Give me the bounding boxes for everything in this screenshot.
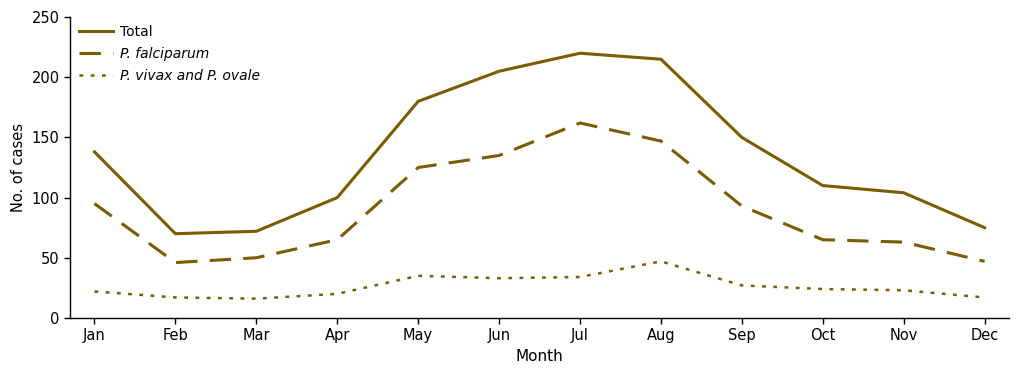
P. falciparum xyxy=(977,259,989,264)
P. vivax and P. ovale xyxy=(169,295,181,300)
P. falciparum xyxy=(574,121,586,125)
P. falciparum xyxy=(250,255,262,260)
Total xyxy=(574,51,586,56)
P. vivax and P. ovale xyxy=(89,289,101,294)
P. vivax and P. ovale xyxy=(574,275,586,279)
Line: P. falciparum: P. falciparum xyxy=(95,123,983,262)
Legend: Total, P. falciparum, P. vivax and P. ovale: Total, P. falciparum, P. vivax and P. ov… xyxy=(74,21,264,87)
P. vivax and P. ovale xyxy=(331,292,343,296)
P. vivax and P. ovale xyxy=(250,296,262,301)
P. vivax and P. ovale xyxy=(654,259,666,264)
Total xyxy=(816,183,828,188)
P. vivax and P. ovale xyxy=(412,273,424,278)
P. falciparum xyxy=(169,260,181,265)
Line: Total: Total xyxy=(95,53,983,234)
P. falciparum xyxy=(897,240,909,244)
P. vivax and P. ovale xyxy=(492,276,504,280)
Total xyxy=(977,225,989,230)
Total xyxy=(250,229,262,234)
P. falciparum xyxy=(412,165,424,170)
Total xyxy=(412,99,424,104)
Total xyxy=(897,190,909,195)
P. falciparum xyxy=(735,204,747,208)
Total xyxy=(735,135,747,140)
Line: P. vivax and P. ovale: P. vivax and P. ovale xyxy=(95,261,983,299)
Total xyxy=(89,150,101,154)
P. falciparum xyxy=(816,237,828,242)
Total xyxy=(492,69,504,74)
P. vivax and P. ovale xyxy=(977,295,989,300)
P. falciparum xyxy=(492,153,504,158)
P. falciparum xyxy=(89,201,101,206)
Total xyxy=(331,195,343,200)
P. falciparum xyxy=(331,237,343,242)
P. falciparum xyxy=(654,139,666,143)
Y-axis label: No. of cases: No. of cases xyxy=(11,123,26,212)
P. vivax and P. ovale xyxy=(735,283,747,288)
Total xyxy=(654,57,666,62)
P. vivax and P. ovale xyxy=(816,287,828,291)
P. vivax and P. ovale xyxy=(897,288,909,292)
Total xyxy=(169,231,181,236)
X-axis label: Month: Month xyxy=(516,349,562,364)
